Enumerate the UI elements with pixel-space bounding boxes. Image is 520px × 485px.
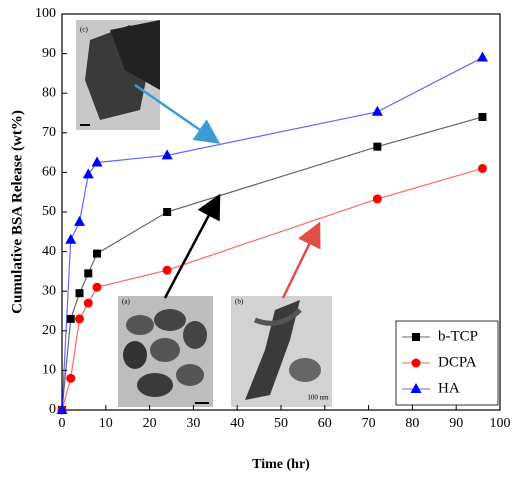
x-tick-label: 20 (143, 416, 157, 431)
series-line (61, 167, 483, 411)
legend-label: b-TCP (438, 328, 478, 344)
legend-marker (411, 358, 421, 368)
y-tick-label: 20 (42, 323, 56, 338)
x-tick-label: 80 (405, 416, 419, 431)
marker (56, 404, 68, 414)
x-tick-label: 90 (449, 416, 463, 431)
marker (92, 282, 102, 292)
inset-image-c (76, 20, 160, 130)
marker (93, 249, 102, 258)
x-tick-label: 30 (186, 416, 200, 431)
y-tick-label: 90 (42, 46, 56, 61)
marker (372, 194, 382, 204)
x-tick-label: 40 (230, 416, 244, 431)
legend-label: DCPA (438, 354, 477, 370)
inset-label: (c) (80, 26, 88, 34)
legend-label: HA (438, 380, 460, 396)
marker (65, 233, 77, 244)
arrow (281, 221, 321, 299)
marker (83, 298, 93, 308)
inset-image-a (118, 296, 213, 407)
marker (477, 163, 487, 173)
y-tick-label: 0 (49, 402, 56, 417)
marker (75, 314, 85, 324)
marker (75, 289, 84, 298)
y-tick-label: 60 (42, 165, 56, 180)
x-tick-label: 10 (99, 416, 113, 431)
marker (163, 208, 172, 216)
marker (74, 215, 86, 226)
x-tick-label: 60 (318, 416, 332, 431)
inset-scale-label: 100 nm (307, 394, 329, 402)
x-axis-label: Time (hr) (252, 457, 310, 472)
arrow (134, 83, 221, 144)
x-tick-label: 70 (362, 416, 376, 431)
marker (66, 314, 75, 323)
y-tick-label: 80 (42, 85, 56, 100)
y-tick-label: 100 (35, 6, 56, 21)
marker (84, 269, 93, 278)
y-tick-label: 40 (42, 244, 56, 259)
x-tick-label: 0 (59, 416, 66, 431)
y-tick-label: 30 (42, 283, 56, 298)
marker (478, 112, 487, 121)
marker (373, 142, 382, 151)
arrow (163, 193, 221, 299)
marker (162, 265, 172, 275)
y-tick-label: 50 (42, 204, 56, 219)
legend-marker (412, 333, 420, 341)
marker (66, 373, 76, 383)
inset-label: (a) (122, 298, 130, 306)
y-tick-label: 70 (42, 125, 56, 140)
x-tick-label: 50 (274, 416, 288, 431)
inset-image-b (231, 296, 332, 407)
marker (161, 149, 173, 160)
y-tick-label: 10 (42, 363, 56, 378)
inset-label: (b) (235, 298, 244, 306)
marker (82, 168, 94, 179)
legend-marker (410, 383, 422, 393)
marker (371, 105, 383, 116)
series-line (61, 116, 483, 411)
marker (91, 156, 103, 167)
marker (476, 51, 488, 62)
x-tick-label: 100 (490, 416, 511, 431)
y-axis-label: Cumulative BSA Release (wt%) (9, 110, 25, 314)
